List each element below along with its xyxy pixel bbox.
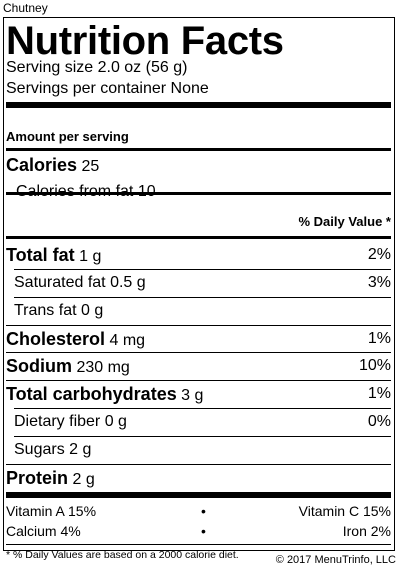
nutrient-row: Saturated fat 0.5 g 3% bbox=[14, 269, 391, 296]
calories-row: Calories 25 bbox=[6, 152, 391, 178]
nutrient-amount: 230 mg bbox=[76, 359, 130, 376]
vitamin-right: Iron 2% bbox=[342, 523, 391, 539]
calories-from-fat-row: Calories from fat 10 bbox=[6, 179, 391, 205]
nutrient-label: Cholesterol bbox=[6, 329, 106, 349]
calories-label: Calories bbox=[6, 155, 78, 175]
nutrient-daily-value: 0% bbox=[367, 413, 391, 430]
servings-per-container: Servings per container None bbox=[6, 80, 209, 97]
nutrient-label: Protein bbox=[6, 468, 69, 488]
nutrient-row: Cholesterol 4 mg 1% bbox=[6, 325, 391, 352]
nutrient-row: Total fat 1 g 2% bbox=[6, 242, 391, 268]
label-title: Nutrition Facts bbox=[6, 19, 284, 63]
nutrient-amount: 2 g bbox=[69, 441, 92, 458]
nutrient-label: Sugars bbox=[14, 441, 65, 458]
nutrient-label: Saturated fat bbox=[14, 274, 106, 291]
nutrition-label: Nutrition Facts Serving size 2.0 oz (56 … bbox=[3, 17, 395, 561]
nutrient-amount: 0 g bbox=[104, 413, 127, 430]
nutrient-label: Total carbohydrates bbox=[6, 384, 177, 404]
thick-divider bbox=[6, 492, 391, 498]
nutrient-row: Trans fat 0 g bbox=[14, 297, 391, 324]
nutrient-amount: 0.5 g bbox=[110, 274, 146, 291]
nutrient-row: Total carbohydrates 3 g 1% bbox=[6, 380, 391, 407]
nutrient-label: Dietary fiber bbox=[14, 413, 101, 430]
vitamin-row: Calcium 4% • Iron 2% bbox=[6, 522, 391, 540]
separator-dot: • bbox=[201, 503, 206, 519]
nutrient-daily-value: 1% bbox=[367, 330, 391, 347]
serving-size: Serving size 2.0 oz (56 g) bbox=[6, 59, 188, 76]
product-name: Chutney bbox=[3, 1, 48, 15]
footnote: * % Daily Values are based on a 2000 cal… bbox=[6, 544, 391, 563]
nutrient-daily-value: 1% bbox=[367, 385, 391, 402]
calories-value: 25 bbox=[81, 158, 100, 175]
separator-dot: • bbox=[201, 523, 206, 539]
nutrient-row: Dietary fiber 0 g 0% bbox=[14, 408, 391, 435]
nutrient-label: Trans fat bbox=[14, 302, 77, 319]
divider bbox=[6, 192, 391, 195]
nutrient-amount: 4 mg bbox=[109, 332, 146, 349]
vitamin-row: Vitamin A 15% • Vitamin C 15% bbox=[6, 502, 391, 520]
nutrient-row: Sugars 2 g bbox=[14, 436, 391, 463]
nutrient-amount: 3 g bbox=[181, 387, 204, 404]
calories-from-fat-value: 10 bbox=[138, 183, 156, 200]
divider bbox=[6, 236, 391, 239]
nutrient-daily-value: 3% bbox=[367, 274, 391, 291]
thick-divider bbox=[6, 102, 391, 108]
nutrient-amount: 0 g bbox=[81, 302, 104, 319]
nutrient-row: Sodium 230 mg 10% bbox=[6, 352, 391, 379]
vitamin-left: Vitamin A 15% bbox=[6, 503, 97, 519]
nutrient-label: Sodium bbox=[6, 356, 72, 376]
calories-from-fat-label: Calories from fat bbox=[16, 183, 133, 200]
vitamin-right: Vitamin C 15% bbox=[298, 503, 391, 519]
amount-per-serving: Amount per serving bbox=[6, 129, 129, 144]
nutrient-amount: 1 g bbox=[79, 248, 102, 265]
divider bbox=[6, 148, 391, 151]
nutrient-row: Protein 2 g bbox=[6, 464, 391, 491]
nutrient-amount: 2 g bbox=[72, 471, 95, 488]
nutrient-label: Total fat bbox=[6, 245, 75, 265]
copyright: © 2017 MenuTrinfo, LLC bbox=[275, 554, 396, 566]
vitamin-left: Calcium 4% bbox=[6, 523, 81, 539]
nutrient-daily-value: 10% bbox=[358, 357, 391, 374]
nutrient-daily-value: 2% bbox=[367, 246, 391, 263]
daily-value-header: % Daily Value * bbox=[298, 214, 392, 229]
